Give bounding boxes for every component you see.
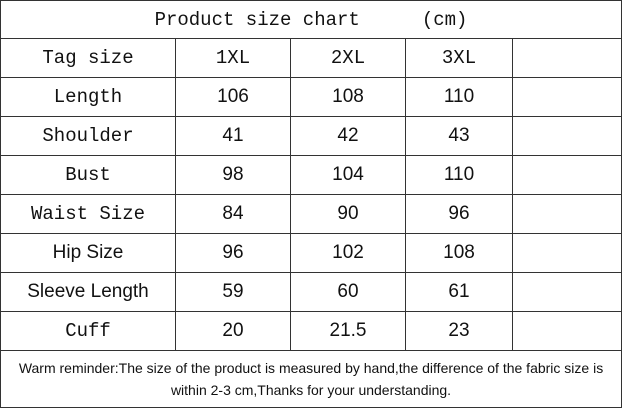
- size-value: 20: [175, 311, 291, 351]
- header-row: Tag size 1XL 2XL 3XL: [0, 38, 622, 78]
- empty-cell: [511, 194, 622, 234]
- row-label: Bust: [0, 155, 176, 195]
- header-cell: 2XL: [290, 38, 406, 78]
- size-value: 84: [175, 194, 291, 234]
- header-cell: 3XL: [405, 38, 513, 78]
- size-value: 23: [405, 311, 513, 351]
- size-value: 110: [405, 155, 513, 195]
- header-cell: Tag size: [0, 38, 176, 78]
- row-label: Sleeve Length: [0, 272, 176, 312]
- size-value: 108: [290, 77, 406, 117]
- data-row: Shoulder 41 42 43: [0, 116, 622, 156]
- size-value: 108: [405, 233, 513, 273]
- data-row: Length 106 108 110: [0, 77, 622, 117]
- size-value: 98: [175, 155, 291, 195]
- empty-cell: [511, 311, 622, 351]
- empty-cell: [511, 155, 622, 195]
- title: Product size chart: [154, 8, 360, 31]
- row-label: Shoulder: [0, 116, 176, 156]
- unit: (cm): [421, 8, 468, 31]
- title-row: Product size chart (cm): [0, 0, 622, 39]
- note: Warm reminder:The size of the product is…: [0, 350, 622, 408]
- title-cell: Product size chart (cm): [0, 0, 622, 39]
- row-label: Hip Size: [0, 233, 176, 273]
- empty-cell: [511, 116, 622, 156]
- size-value: 43: [405, 116, 513, 156]
- size-value: 96: [405, 194, 513, 234]
- data-row: Waist Size 84 90 96: [0, 194, 622, 234]
- data-row: Hip Size 96 102 108: [0, 233, 622, 273]
- size-value: 102: [290, 233, 406, 273]
- size-value: 21.5: [290, 311, 406, 351]
- size-value: 61: [405, 272, 513, 312]
- empty-cell: [511, 38, 622, 78]
- row-label: Cuff: [0, 311, 176, 351]
- note-row: Warm reminder:The size of the product is…: [0, 350, 622, 408]
- size-value: 106: [175, 77, 291, 117]
- empty-cell: [511, 272, 622, 312]
- size-value: 41: [175, 116, 291, 156]
- size-value: 90: [290, 194, 406, 234]
- row-label: Waist Size: [0, 194, 176, 234]
- data-row: Bust 98 104 110: [0, 155, 622, 195]
- size-value: 42: [290, 116, 406, 156]
- size-value: 59: [175, 272, 291, 312]
- size-value: 96: [175, 233, 291, 273]
- size-value: 104: [290, 155, 406, 195]
- empty-cell: [511, 233, 622, 273]
- size-value: 110: [405, 77, 513, 117]
- size-value: 60: [290, 272, 406, 312]
- row-label: Length: [0, 77, 176, 117]
- data-row: Sleeve Length 59 60 61: [0, 272, 622, 312]
- data-row: Cuff 20 21.5 23: [0, 311, 622, 351]
- header-cell: 1XL: [175, 38, 291, 78]
- empty-cell: [511, 77, 622, 117]
